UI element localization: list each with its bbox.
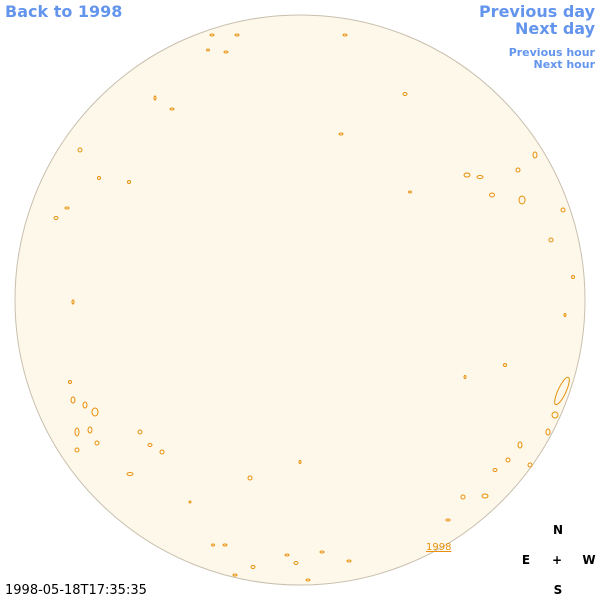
- timestamp: 1998-05-18T17:35:35: [5, 583, 147, 598]
- region-marker[interactable]: 1998: [426, 542, 451, 553]
- compass-south: S: [554, 583, 563, 597]
- solar-disk: [14, 14, 586, 586]
- previous-day-link[interactable]: Previous day: [479, 2, 596, 21]
- magnetic-contours: [53, 33, 575, 582]
- compass-west: W: [582, 553, 595, 567]
- next-hour-link[interactable]: Next hour: [534, 58, 596, 71]
- compass-center: +: [552, 553, 562, 567]
- compass-east: E: [522, 553, 530, 567]
- next-day-link[interactable]: Next day: [515, 19, 596, 38]
- compass-north: N: [553, 523, 563, 537]
- back-link[interactable]: Back to 1998: [5, 2, 122, 21]
- previous-hour-link[interactable]: Previous hour: [509, 46, 596, 59]
